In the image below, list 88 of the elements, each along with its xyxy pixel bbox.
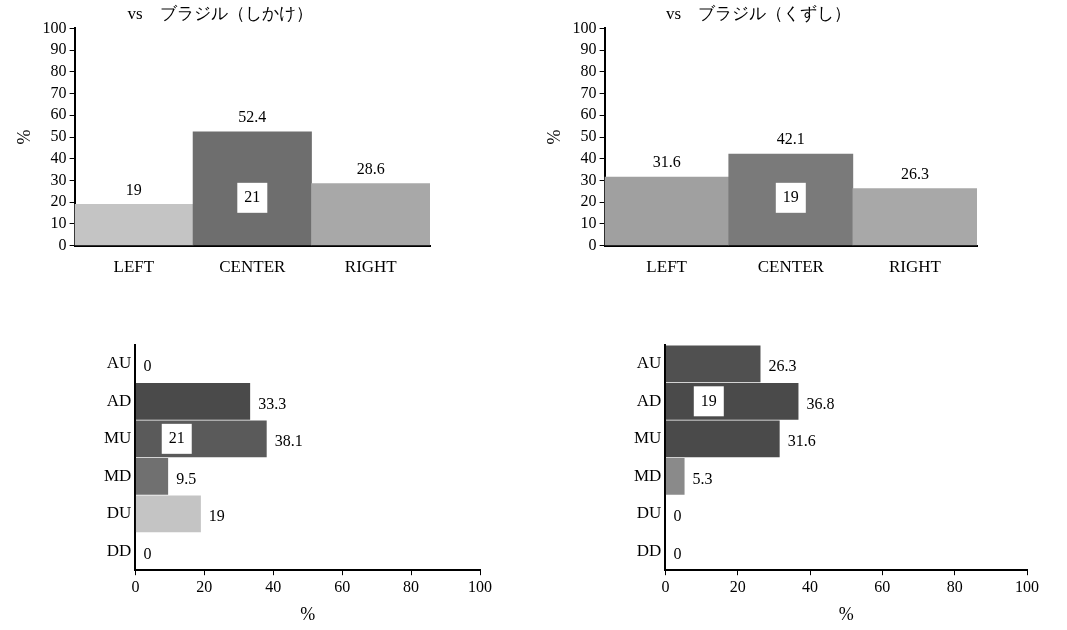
bar xyxy=(135,457,169,495)
y-tick-label: 60 xyxy=(580,105,597,123)
bar xyxy=(604,176,730,246)
y-tick-label: 40 xyxy=(50,148,67,166)
bar xyxy=(852,188,977,246)
data-label: 31.6 xyxy=(787,432,816,450)
y-axis-title: % xyxy=(543,129,564,145)
x-tick-label: 20 xyxy=(729,578,746,595)
y-tick-label: AD xyxy=(106,390,132,410)
y-tick-label: 30 xyxy=(580,170,597,188)
y-tick-label: 90 xyxy=(580,40,597,58)
y-tick-label: MU xyxy=(633,428,662,448)
annotation: 21 xyxy=(244,188,261,206)
data-label: 38.1 xyxy=(274,432,303,450)
y-tick-label: 50 xyxy=(50,127,67,145)
data-label: 31.6 xyxy=(652,153,681,171)
x-axis-title: % xyxy=(838,603,854,624)
data-label: 52.4 xyxy=(238,107,267,125)
y-tick-label: 70 xyxy=(580,83,597,101)
y-tick-label: 60 xyxy=(50,105,67,123)
x-tick-label: RIGHT xyxy=(344,257,398,277)
chart-title: vs ブラジル（くずし） xyxy=(665,3,852,23)
x-tick-label: RIGHT xyxy=(888,257,942,277)
x-tick-label: 40 xyxy=(802,578,819,595)
data-label: 26.3 xyxy=(768,356,797,374)
x-tick-label: CENTER xyxy=(219,257,287,277)
data-label: 9.5 xyxy=(176,469,197,487)
x-tick-label: 80 xyxy=(403,578,420,595)
bar xyxy=(135,382,251,420)
x-tick-label: 100 xyxy=(468,578,492,595)
y-tick-label: DD xyxy=(636,540,662,560)
y-tick-label: 10 xyxy=(50,214,67,232)
data-label: 28.6 xyxy=(356,159,385,177)
y-tick-label: DU xyxy=(106,503,132,523)
x-tick-label: 60 xyxy=(874,578,891,595)
y-tick-label: 70 xyxy=(50,83,67,101)
x-tick-label: LEFT xyxy=(646,257,688,277)
y-axis-title: % xyxy=(13,129,34,145)
y-tick-label: 0 xyxy=(588,235,597,253)
y-tick-label: 80 xyxy=(580,62,597,80)
x-tick-label: 100 xyxy=(1015,578,1039,595)
x-tick-label: CENTER xyxy=(757,257,825,277)
y-tick-label: 40 xyxy=(580,148,597,166)
bar xyxy=(665,457,685,495)
data-label: 26.3 xyxy=(900,164,929,182)
y-tick-label: MD xyxy=(103,465,132,485)
annotation: 21 xyxy=(168,429,185,447)
data-label: 36.8 xyxy=(806,394,835,412)
y-tick-label: AD xyxy=(636,390,662,410)
data-label: 5.3 xyxy=(692,469,713,487)
y-tick-label: 0 xyxy=(58,235,67,253)
data-label: 0 xyxy=(143,544,152,562)
y-tick-label: 50 xyxy=(580,127,597,145)
y-tick-label: 90 xyxy=(50,40,67,58)
y-tick-label: DU xyxy=(636,503,662,523)
data-label: 19 xyxy=(125,180,142,198)
y-tick-label: MD xyxy=(633,465,662,485)
x-tick-label: 20 xyxy=(196,578,213,595)
bar xyxy=(728,153,854,246)
y-tick-label: 10 xyxy=(580,214,597,232)
data-label: 0 xyxy=(143,356,152,374)
bar xyxy=(311,183,430,246)
data-label: 0 xyxy=(673,507,682,525)
bar xyxy=(74,204,194,246)
y-tick-label: AU xyxy=(636,353,662,373)
x-tick-label: 40 xyxy=(265,578,282,595)
y-tick-label: AU xyxy=(106,353,132,373)
data-label: 42.1 xyxy=(776,130,805,148)
bar xyxy=(192,131,312,246)
chart-title: vs ブラジル（しかけ） xyxy=(127,3,313,23)
data-label: 33.3 xyxy=(258,394,287,412)
x-tick-label: LEFT xyxy=(113,257,155,277)
x-tick-label: 80 xyxy=(946,578,963,595)
y-tick-label: MU xyxy=(103,428,132,448)
bar xyxy=(135,495,201,533)
x-tick-label: 60 xyxy=(334,578,351,595)
annotation: 19 xyxy=(700,391,717,409)
x-axis-title: % xyxy=(300,603,316,624)
y-tick-label: 20 xyxy=(50,192,67,210)
y-tick-label: DD xyxy=(106,540,132,560)
y-tick-label: 100 xyxy=(572,18,597,36)
data-label: 19 xyxy=(208,507,225,525)
y-tick-label: 100 xyxy=(42,18,67,36)
y-tick-label: 80 xyxy=(50,62,67,80)
y-tick-label: 20 xyxy=(580,192,597,210)
annotation: 19 xyxy=(782,188,799,206)
data-label: 0 xyxy=(673,544,682,562)
y-tick-label: 30 xyxy=(50,170,67,188)
